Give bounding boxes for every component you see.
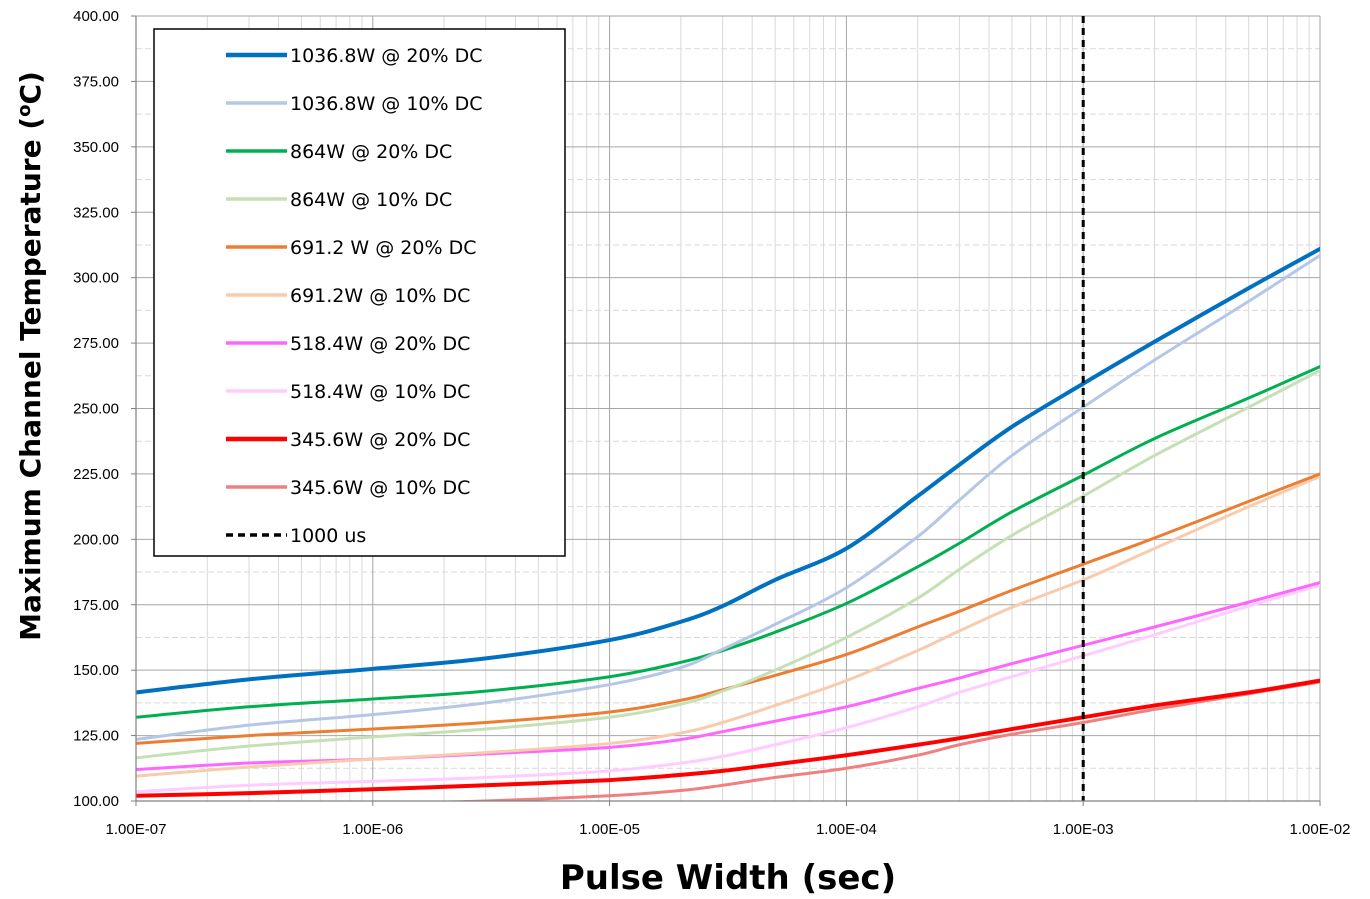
y-tick-label: 175.00 <box>73 597 119 614</box>
y-axis-title-main: Maximum Channel Temperature ( <box>14 117 47 641</box>
x-tick-label: 1.00E-07 <box>106 821 167 838</box>
legend: 1036.8W @ 20% DC 1036.8W @ 10% DC 864W @ 2… <box>153 28 566 557</box>
series-line-3 <box>136 365 1320 719</box>
series-layer <box>136 246 1320 801</box>
legend-label: 345.6W @ 20% DC <box>290 429 470 451</box>
y-tick-label: 250.00 <box>73 401 119 418</box>
x-tick-label: 1.00E-06 <box>342 821 403 838</box>
y-tick-label: 225.00 <box>73 466 119 483</box>
legend-label: 518.4W @ 20% DC <box>290 333 470 355</box>
y-tick-label: 125.00 <box>73 728 119 745</box>
series-line-9 <box>136 678 1320 798</box>
legend-label: 1036.8W @ 10% DC <box>290 93 483 115</box>
legend-label: 864W @ 10% DC <box>290 189 452 211</box>
series-line-2 <box>136 253 1320 742</box>
y-tick-label: 300.00 <box>73 270 119 287</box>
y-tick-labels: 100.00 125.00 150.00 175.00 200.00 225.00 250.… <box>73 8 136 810</box>
legend-label: 864W @ 20% DC <box>290 141 452 163</box>
legend-label: 1036.8W @ 20% DC <box>290 45 483 67</box>
x-tick-label: 1.00E-05 <box>579 821 640 838</box>
y-tick-label: 275.00 <box>73 335 119 352</box>
series-line-8 <box>136 583 1320 794</box>
legend-label: 345.6W @ 10% DC <box>290 477 470 499</box>
legend-label: 518.4W @ 10% DC <box>290 381 470 403</box>
x-axis-title: Pulse Width (sec) <box>560 858 896 898</box>
y-axis-title-unit: C) <box>14 71 47 104</box>
legend-label: 1000 us <box>290 525 366 547</box>
y-tick-label: 150.00 <box>73 662 119 679</box>
y-tick-label: 200.00 <box>73 531 119 548</box>
y-axis-title-superscript: o <box>14 105 35 117</box>
y-tick-label: 350.00 <box>73 139 119 156</box>
series-line-6 <box>136 475 1320 778</box>
series-line-5 <box>136 472 1320 745</box>
x-tick-label: 1.00E-03 <box>1053 821 1114 838</box>
legend-label: 691.2 W @ 20% DC <box>290 237 476 259</box>
x-tick-label: 1.00E-04 <box>816 821 877 838</box>
x-tick-labels: 1.00E-07 1.00E-06 1.00E-05 1.00E-04 1.00E-03… <box>106 801 1351 838</box>
y-axis-title: Maximum Channel Temperature (oC) <box>14 71 47 641</box>
y-tick-label: 100.00 <box>73 793 119 810</box>
series-line-1 <box>136 246 1320 695</box>
legend-box <box>153 28 566 557</box>
legend-label: 691.2W @ 10% DC <box>290 285 470 307</box>
y-tick-label: 375.00 <box>73 73 119 90</box>
series-line-10 <box>427 680 1320 801</box>
y-tick-label: 400.00 <box>73 8 119 25</box>
x-tick-label: 1.00E-02 <box>1290 821 1351 838</box>
series-line-4 <box>136 369 1320 760</box>
y-tick-label: 325.00 <box>73 204 119 221</box>
